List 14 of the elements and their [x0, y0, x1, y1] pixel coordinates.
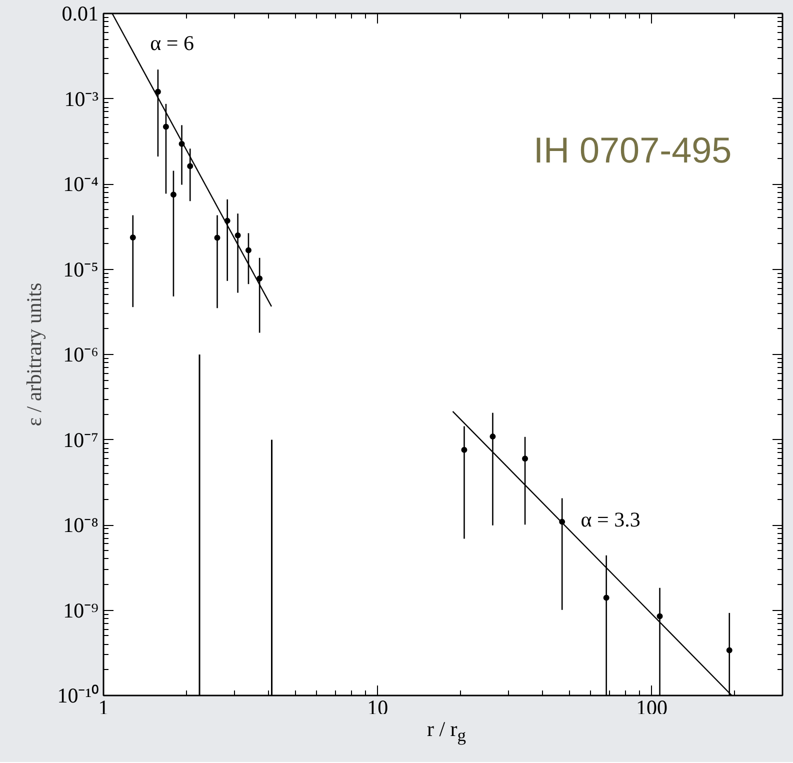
- y-tick-label: 10⁻⁴: [63, 172, 99, 196]
- y-tick-label: 10⁻¹⁰: [57, 684, 98, 708]
- y-tick-label: 10⁻⁵: [63, 257, 99, 282]
- y-tick-label: 10⁻⁷: [63, 428, 99, 452]
- y-axis-title: ε / arbitrary units: [22, 282, 46, 426]
- y-tick-label: 10⁻⁶: [63, 342, 99, 366]
- y-tick-label: 0.01: [62, 2, 98, 26]
- y-tick-label: 10⁻⁹: [63, 598, 99, 622]
- y-tick-label: 10⁻⁸: [63, 513, 99, 537]
- y-tick-label: 10⁻³: [64, 86, 98, 111]
- x-axis-title: r / r$_{g}$: [426, 716, 466, 748]
- legend-label: α = 6: [150, 30, 194, 55]
- series-label: α = 3.3: [580, 507, 640, 532]
- annotation: IH 0707-495: [534, 130, 732, 171]
